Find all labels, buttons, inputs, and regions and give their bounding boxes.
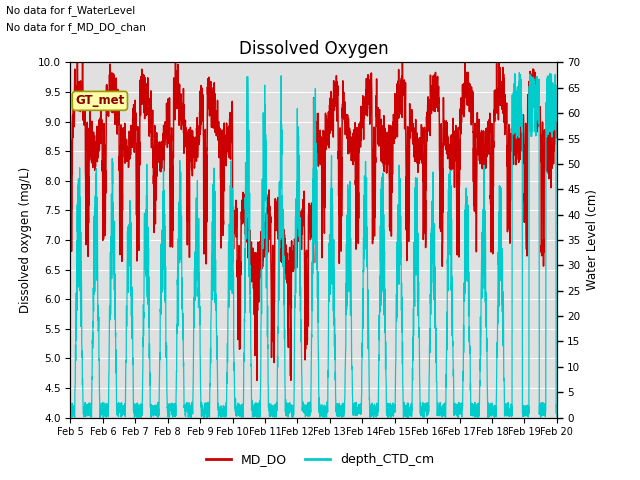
Legend: MD_DO, depth_CTD_cm: MD_DO, depth_CTD_cm	[200, 448, 440, 471]
Y-axis label: Water Level (cm): Water Level (cm)	[586, 190, 599, 290]
Title: Dissolved Oxygen: Dissolved Oxygen	[239, 40, 388, 58]
Y-axis label: Dissolved oxygen (mg/L): Dissolved oxygen (mg/L)	[19, 167, 32, 313]
Text: No data for f_WaterLevel: No data for f_WaterLevel	[6, 5, 136, 16]
Text: GT_met: GT_met	[76, 95, 125, 108]
Text: No data for f_MD_DO_chan: No data for f_MD_DO_chan	[6, 22, 147, 33]
